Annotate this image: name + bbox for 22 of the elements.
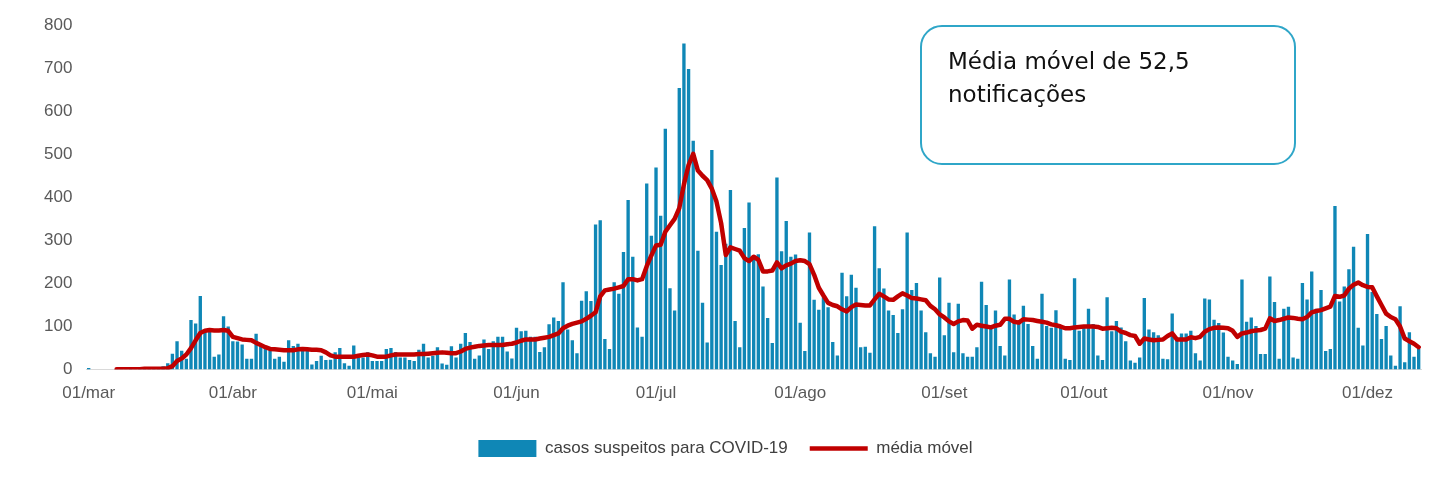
y-tick-label: 800 — [43, 14, 73, 34]
x-tick-label: 01/abr — [208, 383, 258, 403]
x-tick-label: 01/mar — [62, 383, 116, 403]
y-tick-label: 200 — [43, 273, 73, 293]
legend-label: casos suspeitos para COVID-19 — [544, 438, 788, 458]
y-tick-label: 300 — [43, 230, 73, 250]
legend-label: média móvel — [876, 438, 973, 458]
x-tick-label: 01/set — [921, 383, 968, 403]
y-tick-label: 700 — [43, 57, 73, 77]
y-tick-label: 600 — [43, 100, 73, 120]
y-tick-label: 100 — [43, 316, 73, 336]
callout-box: Média móvel de 52,5 notificações — [920, 25, 1296, 165]
y-tick-label: 400 — [43, 186, 73, 206]
x-tick-label: 01/jun — [493, 383, 540, 403]
x-tick-label: 01/dez — [1342, 383, 1394, 403]
x-tick-label: 01/out — [1060, 383, 1108, 403]
x-tick-label: 01/ago — [774, 383, 827, 403]
y-tick-label: 0 — [62, 359, 73, 379]
y-tick-label: 500 — [43, 143, 73, 163]
x-tick-label: 01/mai — [346, 383, 398, 403]
x-tick-label: 01/jul — [635, 383, 677, 403]
x-tick-label: 01/nov — [1202, 383, 1255, 403]
